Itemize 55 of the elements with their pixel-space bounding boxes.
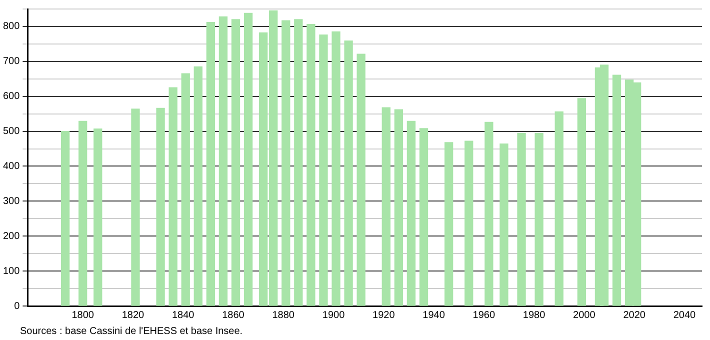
bar <box>244 12 253 306</box>
bar <box>382 107 390 306</box>
bar <box>484 122 494 306</box>
bar <box>319 34 328 306</box>
bar <box>218 16 228 306</box>
bar <box>394 109 404 306</box>
x-tick-label: 2040 <box>673 310 696 321</box>
y-tick-label: 400 <box>2 160 20 172</box>
bar <box>306 24 316 306</box>
y-tick-label: 500 <box>2 126 20 138</box>
bar <box>131 108 140 306</box>
x-tick-label: 1860 <box>222 310 245 321</box>
bar <box>444 142 454 306</box>
x-tick-label: 1980 <box>522 310 546 321</box>
x-tick-label: 2000 <box>573 310 596 321</box>
bar <box>156 108 165 306</box>
y-tick-label: 0 <box>14 300 20 312</box>
bar <box>419 128 428 306</box>
bar <box>294 19 303 306</box>
y-tick-label: 300 <box>2 196 20 207</box>
bar <box>231 19 240 306</box>
bar <box>78 120 88 306</box>
bar <box>332 31 340 306</box>
x-tick-label: 2020 <box>623 310 646 321</box>
bar <box>517 133 526 306</box>
source-note: Sources : base Cassini de l'EHESS et base Insee. <box>20 326 243 337</box>
y-tick-label: 200 <box>2 230 20 242</box>
x-tick-label: 1820 <box>122 310 145 321</box>
bar <box>206 22 216 306</box>
x-tick-label: 1880 <box>272 310 295 321</box>
bar <box>356 54 366 306</box>
bar <box>500 144 508 306</box>
x-tick-label: 1920 <box>372 310 396 321</box>
bar <box>464 140 474 306</box>
bar <box>534 133 544 306</box>
bar <box>60 130 70 306</box>
bar <box>181 73 190 306</box>
y-tick-label: 700 <box>2 56 20 68</box>
x-tick-label: 1940 <box>422 310 446 321</box>
bar <box>406 120 416 306</box>
bar <box>168 87 178 306</box>
x-tick-label: 1900 <box>322 310 346 321</box>
bar <box>94 128 102 306</box>
bar <box>194 66 202 306</box>
bar <box>577 98 586 306</box>
bar <box>282 20 290 306</box>
x-tick-label: 1840 <box>172 310 195 321</box>
bar <box>612 74 622 306</box>
x-tick-label: 1960 <box>472 310 496 321</box>
bar <box>554 111 564 306</box>
x-tick-label: 1800 <box>72 310 94 321</box>
y-tick-label: 100 <box>2 266 20 277</box>
y-tick-label: 600 <box>2 91 20 102</box>
y-tick-label: 800 <box>2 21 20 32</box>
bar <box>344 40 353 306</box>
